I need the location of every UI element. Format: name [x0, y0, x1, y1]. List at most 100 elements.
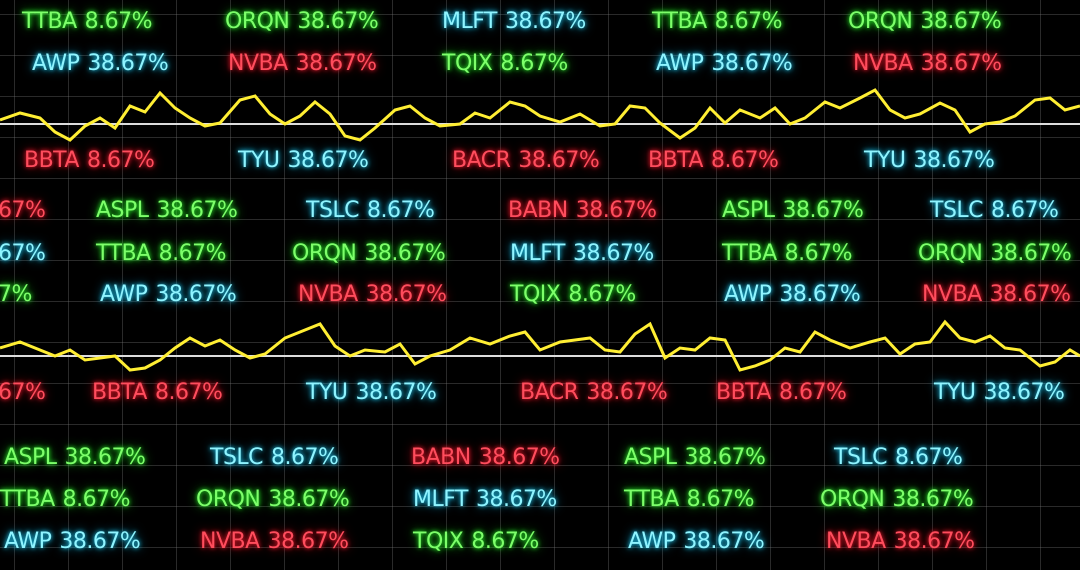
ticker-item: ASPL 38.67% — [96, 198, 238, 223]
ticker-symbol: ORQN — [196, 487, 261, 512]
ticker-item: ORQN 38.67% — [292, 241, 446, 266]
ticker-item: ORQN 38.67% — [918, 241, 1072, 266]
ticker-value: 8.67% — [62, 487, 131, 512]
ticker-value: 38.67% — [364, 241, 446, 266]
ticker-item: BACR 38.67% — [520, 380, 668, 405]
ticker-symbol: TQIX — [413, 529, 464, 554]
ticker-symbol: AWP — [4, 529, 52, 554]
ticker-value: 38.67% — [920, 9, 1002, 34]
ticker-value: 8.67% — [895, 445, 963, 470]
ticker-value: 8.67% — [710, 148, 779, 173]
ticker-symbol: NVBA — [922, 282, 982, 307]
ticker-value: 8.67% — [686, 487, 755, 512]
ticker-value: 38.67% — [504, 9, 586, 34]
ticker-symbol: TSLC — [930, 198, 984, 223]
ticker-value: 38.67% — [586, 380, 668, 405]
ticker-value: 8.67% — [158, 241, 227, 266]
ticker-symbol: MLFT — [510, 241, 565, 266]
ticker-item: TYU 38.67% — [864, 148, 995, 173]
ticker-value: 8.67% — [367, 198, 435, 223]
ticker-value: 38.67% — [572, 241, 654, 266]
ticker-item: TTBA 8.67% — [722, 241, 853, 266]
ticker-item: ORQN 38.67% — [225, 9, 379, 34]
ticker-symbol: BBTA — [24, 148, 79, 173]
ticker-item: ORQN 38.67% — [196, 487, 350, 512]
ticker-item: NVBA 38.67% — [853, 51, 1002, 76]
ticker-symbol: ASPL — [722, 198, 775, 223]
ticker-item: TQIX 8.67% — [442, 51, 568, 76]
ticker-symbol: ORQN — [848, 9, 913, 34]
ticker-value: 8.67% — [271, 445, 339, 470]
ticker-item: AWP 38.67% — [628, 529, 765, 554]
ticker-symbol: AWP — [100, 282, 148, 307]
ticker-symbol: TTBA — [624, 487, 679, 512]
ticker-symbol: AWP — [628, 529, 676, 554]
ticker-symbol: NVBA — [853, 51, 913, 76]
ticker-value: 8.67% — [778, 380, 847, 405]
ticker-item: AWP 38.67% — [724, 282, 861, 307]
ticker-symbol: TSLC — [210, 445, 264, 470]
ticker-symbol: BABN — [411, 445, 471, 470]
ticker-value: 8.67% — [568, 282, 636, 307]
ticker-value: 38.67% — [64, 445, 146, 470]
ticker-item: TYU 38.67% — [306, 380, 437, 405]
price-wave-middle — [0, 319, 1080, 372]
ticker-item: TYU 38.67% — [238, 148, 369, 173]
ticker-symbol: TQIX — [442, 51, 493, 76]
ticker-value: 7% — [0, 282, 32, 307]
ticker-value: 38.67% — [913, 148, 995, 173]
ticker-item: 67% — [0, 380, 46, 405]
ticker-item: TSLC 8.67% — [210, 445, 339, 470]
ticker-value: 38.67% — [87, 51, 169, 76]
ticker-symbol: AWP — [32, 51, 80, 76]
ticker-symbol: TYU — [306, 380, 348, 405]
ticker-symbol: BABN — [508, 198, 568, 223]
ticker-symbol: AWP — [656, 51, 704, 76]
ticker-item: BBTA 8.67% — [92, 380, 223, 405]
ticker-value: 67% — [0, 241, 46, 266]
ticker-item: MLFT 38.67% — [442, 9, 586, 34]
ticker-symbol: BBTA — [648, 148, 703, 173]
ticker-value: 38.67% — [683, 529, 765, 554]
ticker-value: 38.67% — [893, 529, 975, 554]
ticker-item: TYU 38.67% — [934, 380, 1065, 405]
ticker-item: TTBA 8.67% — [652, 9, 783, 34]
ticker-item: NVBA 38.67% — [298, 282, 447, 307]
ticker-value: 38.67% — [295, 51, 377, 76]
ticker-value: 8.67% — [471, 529, 539, 554]
ticker-item: MLFT 38.67% — [510, 241, 654, 266]
ticker-value: 38.67% — [268, 487, 350, 512]
ticker-item: TSLC 8.67% — [930, 198, 1059, 223]
ticker-item: AWP 38.67% — [32, 51, 169, 76]
ticker-value: 38.67% — [267, 529, 349, 554]
ticker-value: 67% — [0, 380, 46, 405]
ticker-symbol: TYU — [238, 148, 280, 173]
ticker-symbol: MLFT — [442, 9, 497, 34]
ticker-item: AWP 38.67% — [100, 282, 237, 307]
ticker-value: 8.67% — [154, 380, 223, 405]
ticker-symbol: AWP — [724, 282, 772, 307]
wave-line — [0, 319, 1080, 372]
ticker-item: BACR 38.67% — [452, 148, 600, 173]
wave-line — [0, 88, 1080, 142]
ticker-symbol: NVBA — [200, 529, 260, 554]
ticker-item: TTBA 8.67% — [0, 487, 131, 512]
ticker-value: 38.67% — [989, 282, 1071, 307]
ticker-value: 38.67% — [990, 241, 1072, 266]
ticker-item: AWP 38.67% — [4, 529, 141, 554]
ticker-symbol: ASPL — [624, 445, 677, 470]
ticker-symbol: TQIX — [510, 282, 561, 307]
ticker-item: TTBA 8.67% — [22, 9, 153, 34]
ticker-item: TQIX 8.67% — [413, 529, 539, 554]
ticker-value: 38.67% — [59, 529, 141, 554]
ticker-value: 38.67% — [155, 282, 237, 307]
ticker-value: 38.67% — [684, 445, 766, 470]
ticker-item: TSLC 8.67% — [834, 445, 963, 470]
ticker-symbol: ORQN — [918, 241, 983, 266]
ticker-value: 38.67% — [475, 487, 557, 512]
ticker-symbol: NVBA — [826, 529, 886, 554]
ticker-value: 38.67% — [782, 198, 864, 223]
ticker-item: BABN 38.67% — [508, 198, 657, 223]
ticker-item: NVBA 38.67% — [826, 529, 975, 554]
ticker-item: 67% — [0, 241, 46, 266]
